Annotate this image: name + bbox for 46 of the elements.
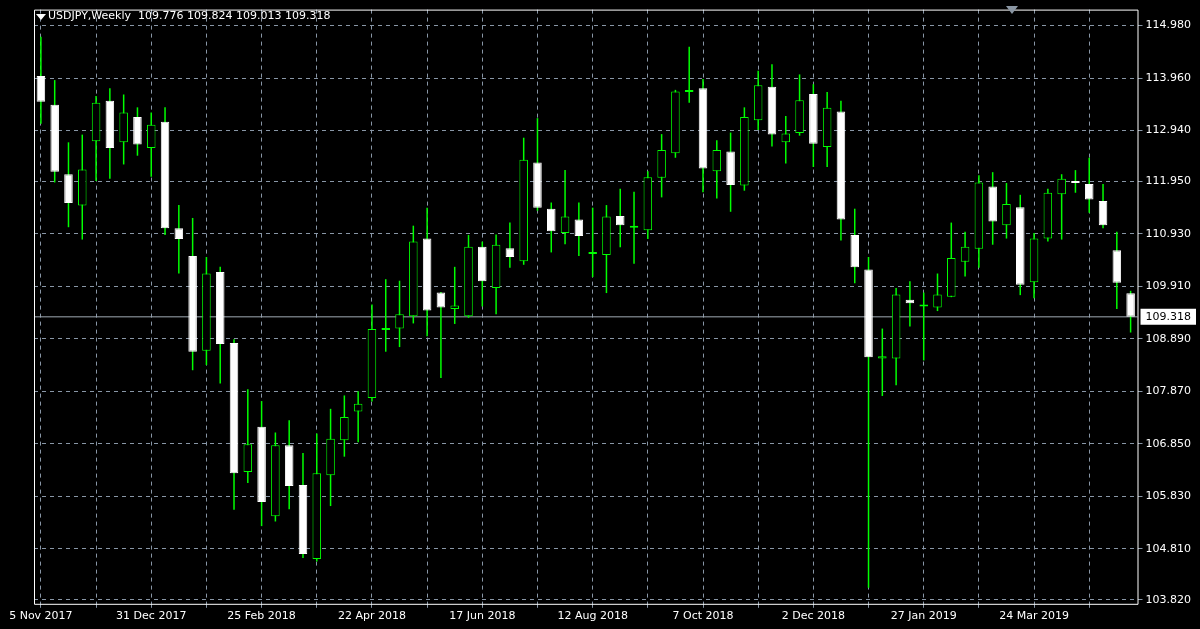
candlestick — [340, 394, 349, 458]
candlestick — [560, 169, 570, 245]
candlestick — [712, 139, 722, 200]
chart-title: USDJPY,Weekly 109.776 109.824 109.013 109.318 — [48, 9, 331, 22]
x-tick-label: 7 Oct 2018 — [672, 609, 734, 623]
y-tick-label: 114.980 — [1145, 18, 1192, 32]
candlestick — [1002, 182, 1011, 240]
y-tick-label: 108.890 — [1145, 331, 1192, 345]
candlestick — [684, 45, 694, 104]
x-tick-label: 25 Feb 2018 — [227, 609, 296, 623]
y-tick-label: 107.870 — [1145, 384, 1192, 398]
candlestick — [174, 204, 184, 275]
candlestick — [574, 201, 584, 257]
candlestick — [505, 221, 515, 269]
x-tick-label: 5 Nov 2017 — [9, 609, 73, 623]
candlestick — [146, 111, 156, 178]
x-tick-label: 27 Jan 2019 — [890, 609, 957, 623]
candlestick — [395, 279, 404, 348]
candlestick — [36, 36, 46, 125]
x-tick-label: 31 Dec 2017 — [116, 609, 187, 623]
y-tick-label: 109.910 — [1145, 279, 1192, 293]
candlestick — [1126, 290, 1135, 334]
candlestick — [1084, 157, 1094, 214]
x-tick-label: 2 Dec 2018 — [781, 609, 845, 623]
candlestick — [1057, 173, 1066, 241]
candlestick — [781, 115, 791, 165]
candlestick — [933, 272, 942, 312]
x-tick-label: 22 Apr 2018 — [337, 609, 406, 623]
y-tick-label: 106.850 — [1145, 436, 1192, 450]
y-tick-label: 113.960 — [1145, 70, 1192, 84]
y-tick-label: 104.810 — [1145, 541, 1192, 555]
candlestick — [547, 201, 556, 254]
x-tick-label: 24 Mar 2019 — [999, 609, 1069, 623]
y-tick-label: 105.830 — [1145, 489, 1192, 503]
x-tick-label: 17 Jun 2018 — [449, 609, 516, 623]
x-tick-label: 12 Aug 2018 — [557, 609, 628, 623]
y-tick-label: 112.940 — [1145, 123, 1192, 137]
ref-line-label: 109.318 — [1145, 309, 1192, 323]
y-tick-label: 110.930 — [1145, 226, 1192, 240]
candlestick — [1098, 183, 1108, 229]
candlestick — [960, 231, 970, 278]
candlestick — [615, 187, 625, 249]
y-tick-label: 103.820 — [1145, 592, 1192, 606]
candlestick — [381, 278, 391, 353]
candlestick — [450, 266, 459, 325]
y-tick-label: 111.950 — [1145, 174, 1192, 188]
